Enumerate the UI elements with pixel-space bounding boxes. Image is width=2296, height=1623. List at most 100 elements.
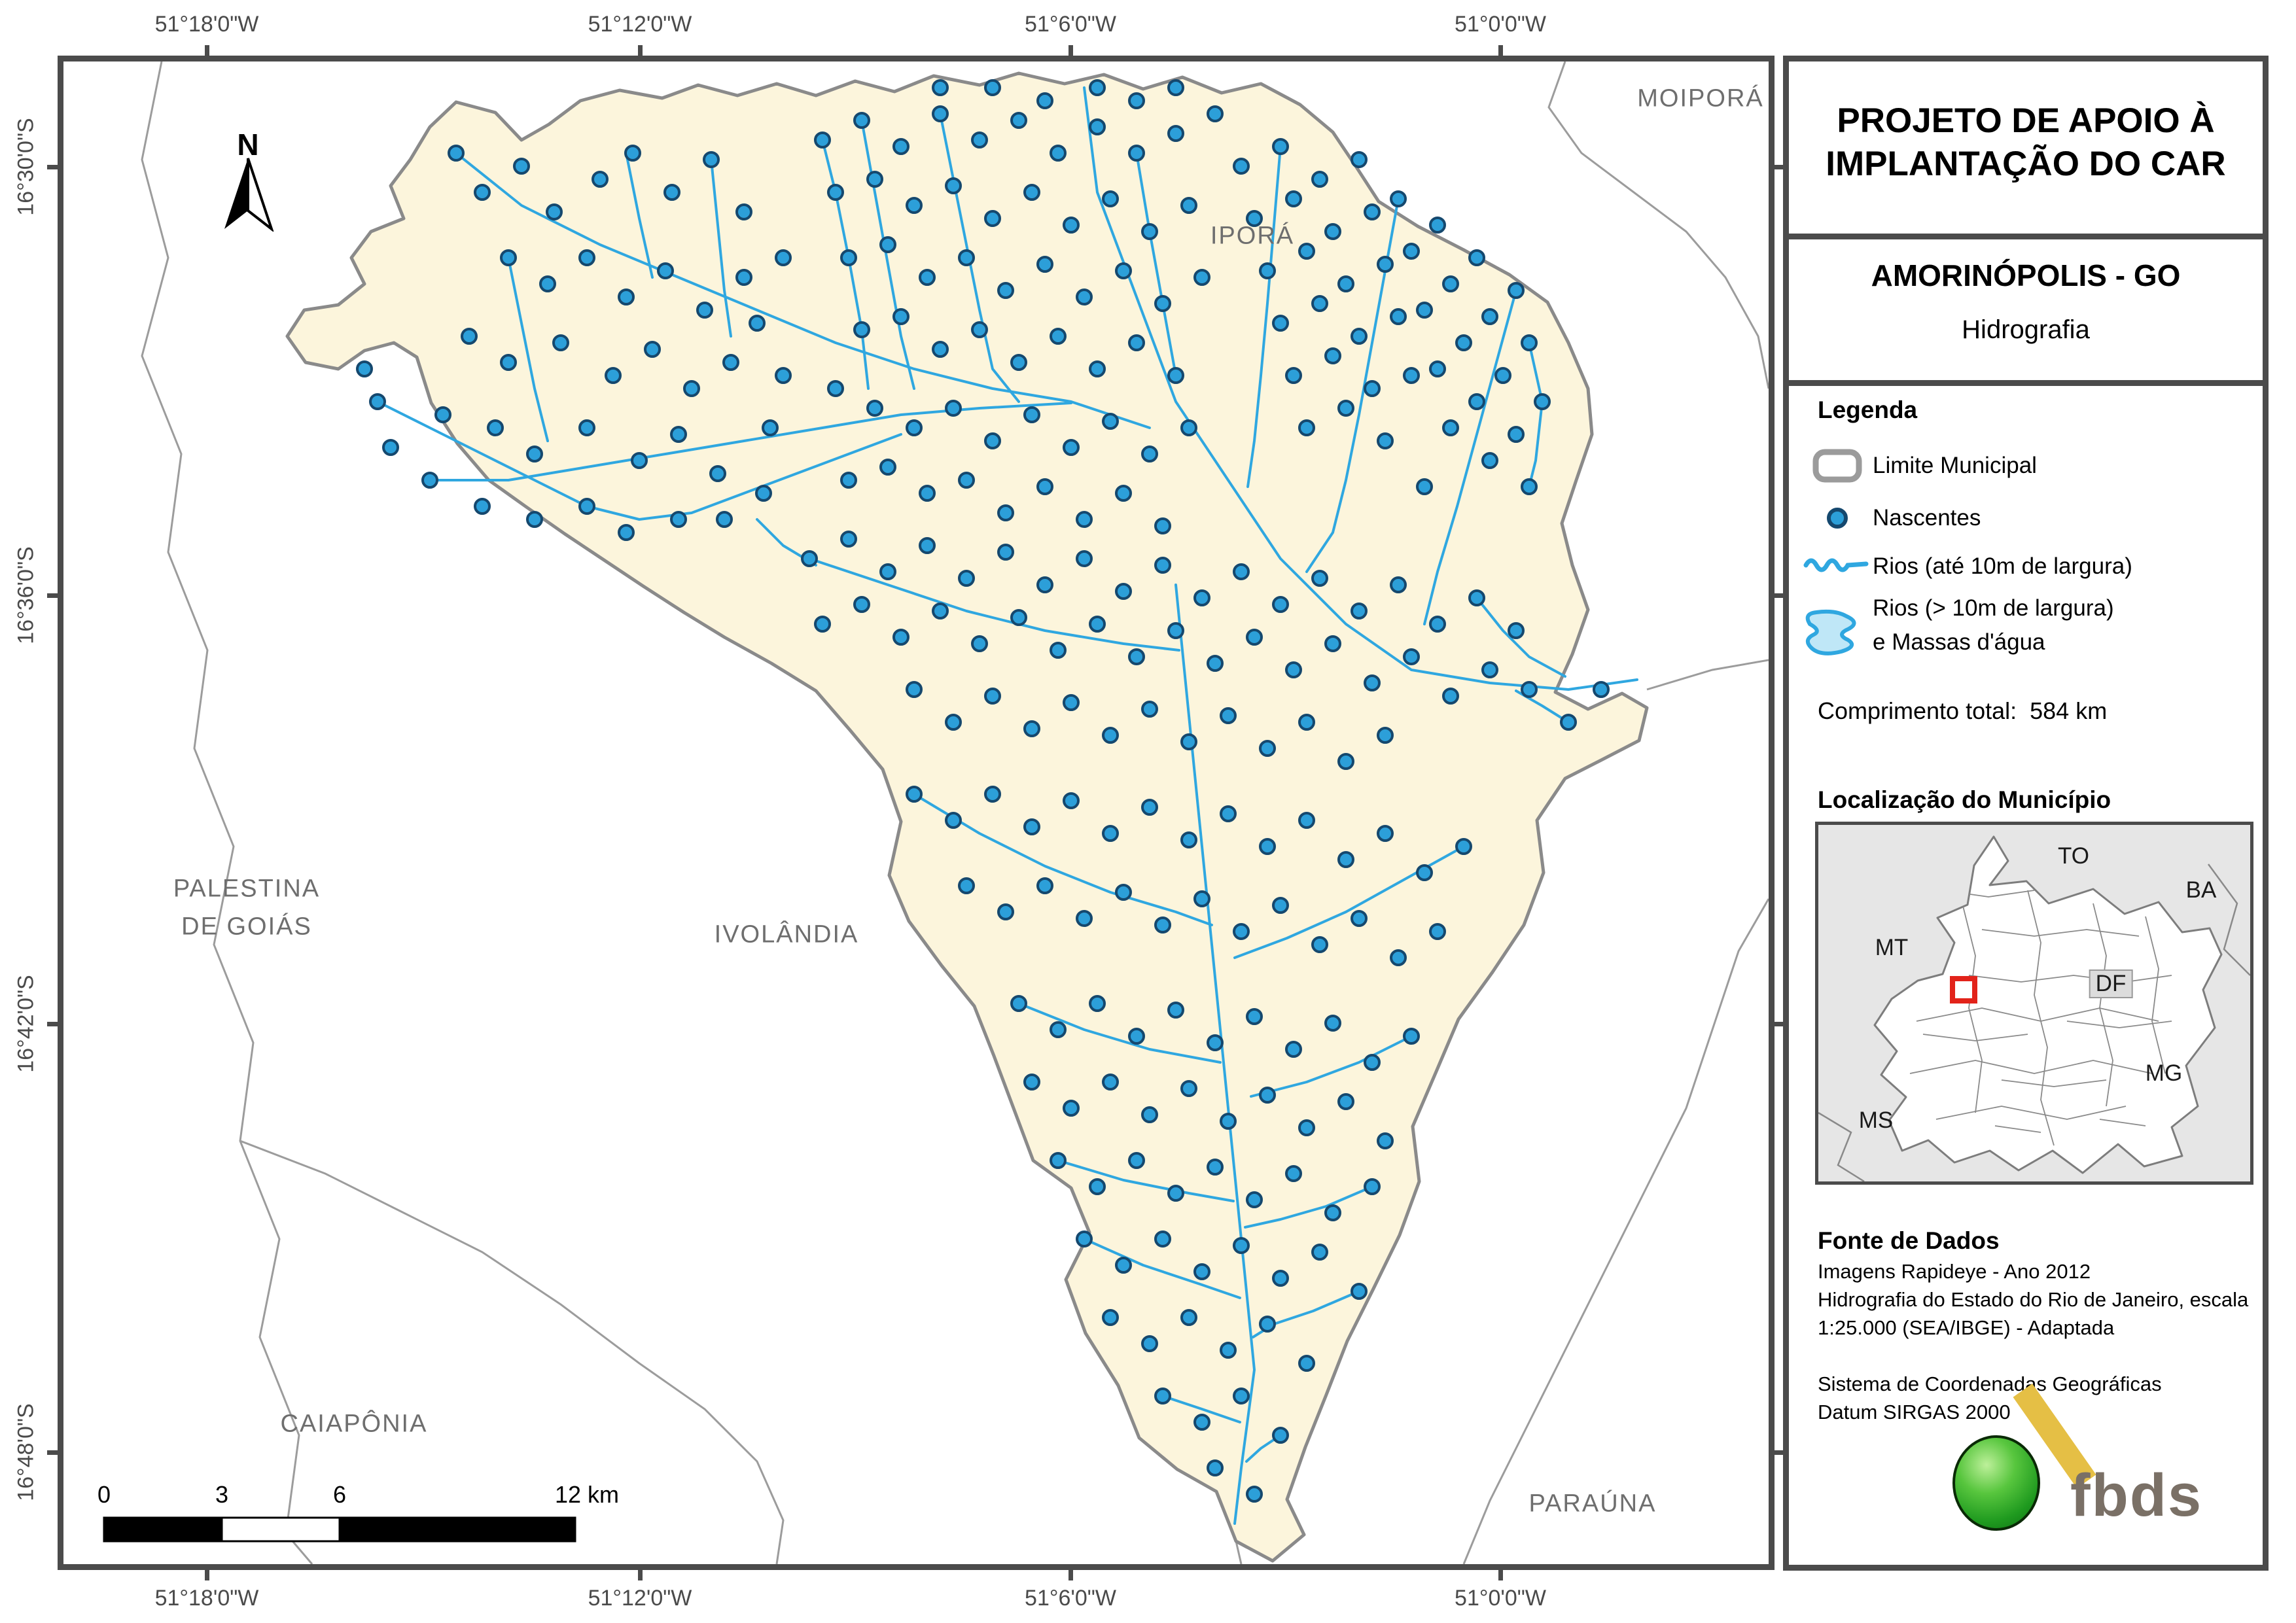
nascente-dot: [1298, 419, 1315, 436]
nascente-dot: [1285, 661, 1302, 678]
river-line: [860, 119, 915, 390]
nascente-dot: [840, 531, 857, 548]
state-inset-map[interactable]: TO BA MT DF MG MS: [1815, 822, 2253, 1185]
nascente-dot: [906, 681, 923, 698]
place-label: MOIPORÁ: [1637, 84, 1764, 113]
nascente-dot: [1324, 223, 1341, 240]
nascente-dot: [1010, 354, 1027, 371]
nascente-dot: [1115, 485, 1132, 502]
nascente-dot: [1102, 825, 1119, 842]
nascente-dot: [958, 877, 975, 894]
nascente-dot: [1377, 256, 1394, 273]
nascente-dot: [1141, 223, 1158, 240]
nascente-dot: [644, 341, 661, 358]
graticule-tick: [205, 1570, 209, 1580]
nascente-dot: [578, 249, 595, 266]
nascente-dot: [1429, 616, 1446, 633]
nascente-dot: [879, 459, 896, 476]
nascente-dot: [500, 354, 517, 371]
nascente-dot: [1128, 334, 1145, 351]
nascente-dot: [1259, 262, 1276, 279]
nascente-dot: [1167, 125, 1184, 142]
goias-inset-graphic: [1818, 825, 2250, 1181]
municipality-polygon[interactable]: [285, 71, 1649, 1563]
nascente-dot: [1298, 812, 1315, 829]
scale-bar-label: 3: [215, 1481, 229, 1508]
nascente-dot: [945, 812, 962, 829]
nascente-dot: [526, 511, 543, 528]
graticule-tick: [205, 45, 209, 56]
longitude-label: 51°18'0"W: [154, 1586, 259, 1611]
nascente-dot: [1050, 1152, 1067, 1169]
nascente-dot: [1259, 1087, 1276, 1104]
river-line: [1423, 289, 1517, 625]
nascente-dot: [552, 334, 569, 351]
nascente-dot: [1076, 550, 1093, 567]
nascente-dot: [1311, 570, 1328, 587]
nascente-dot: [1193, 589, 1210, 606]
nascente-dot: [932, 341, 949, 358]
nascente-dot: [1246, 1008, 1263, 1025]
graticule-tick: [1069, 1570, 1073, 1580]
nascente-dot: [1560, 714, 1577, 731]
graticule-tick: [47, 165, 58, 169]
data-source-line: Datum SIRGAS 2000: [1818, 1401, 2011, 1423]
nascente-dot: [605, 367, 622, 384]
nascente-dot: [356, 360, 373, 377]
nascente-dot: [1128, 145, 1145, 162]
nascente-dot: [1076, 910, 1093, 927]
nascente-dot: [683, 380, 700, 397]
nascente-dot: [919, 485, 936, 502]
nascente-dot: [1364, 380, 1381, 397]
nascente-dot: [722, 354, 739, 371]
longitude-label: 51°12'0"W: [588, 1586, 692, 1611]
nascente-dot: [1023, 1073, 1040, 1091]
nascente-dot: [1154, 295, 1171, 312]
neighbor-boundary-line: [1646, 659, 1769, 691]
nascente-dot: [853, 321, 870, 338]
scale-bar-label: 12 km: [554, 1481, 620, 1508]
nascente-dot: [1521, 681, 1538, 698]
nascente-dot: [1468, 249, 1485, 266]
longitude-label: 51°6'0"W: [1025, 12, 1116, 37]
nascente-dot: [775, 367, 792, 384]
nascente-dot: [1272, 897, 1289, 914]
map-canvas[interactable]: MOIPORÁ IPORÁ PALESTINA DE GOIÁS IVOLÂNDIA CA…: [58, 56, 1775, 1570]
nascente-dot: [997, 282, 1014, 299]
nascente-dot: [1364, 1178, 1381, 1195]
nascente-dot: [1259, 740, 1276, 757]
nascente-dot: [1311, 936, 1328, 953]
data-source-line: Sistema de Coordenadas Geográficas: [1818, 1372, 2162, 1395]
nascente-dot: [735, 269, 752, 286]
river-line: [1161, 1395, 1241, 1423]
latitude-label: 16°36'0"S: [13, 546, 39, 644]
nascente-dot: [1285, 1165, 1302, 1182]
legend-label: Nascentes: [1873, 505, 1981, 531]
place-label: DE GOIÁS: [181, 913, 312, 941]
nascente-dot: [1390, 576, 1407, 593]
nascente-dot: [1089, 616, 1106, 633]
nascente-dot: [657, 262, 674, 279]
nascente-dot: [1364, 674, 1381, 691]
north-arrow-icon: N: [209, 127, 287, 233]
nascente-dot: [1115, 583, 1132, 600]
river-line: [913, 793, 1213, 926]
nascente-dot: [1390, 949, 1407, 966]
nascente-dot: [1285, 1041, 1302, 1058]
graticule-tick: [47, 1450, 58, 1455]
nascente-dot: [526, 445, 543, 462]
nascente-dot: [1233, 923, 1250, 940]
nascente-dot: [984, 432, 1001, 449]
layout-panel: PROJETO DE APOIO À IMPLANTAÇÃO DO CAR AM…: [1783, 56, 2269, 1571]
neighbor-boundary-line: [239, 1140, 785, 1564]
nascente-dot: [1180, 1080, 1197, 1097]
graticule-tick: [1775, 1450, 1785, 1455]
nascente-dot: [716, 511, 733, 528]
nascente-dot: [1455, 838, 1472, 855]
place-label: PARAÚNA: [1528, 1490, 1657, 1518]
nascente-dot: [696, 302, 713, 319]
nascente-dot: [1481, 661, 1498, 678]
nascente-dot: [1128, 92, 1145, 109]
municipality-mesh-line: [1935, 1106, 2127, 1120]
nascente-dot: [1233, 1387, 1250, 1405]
